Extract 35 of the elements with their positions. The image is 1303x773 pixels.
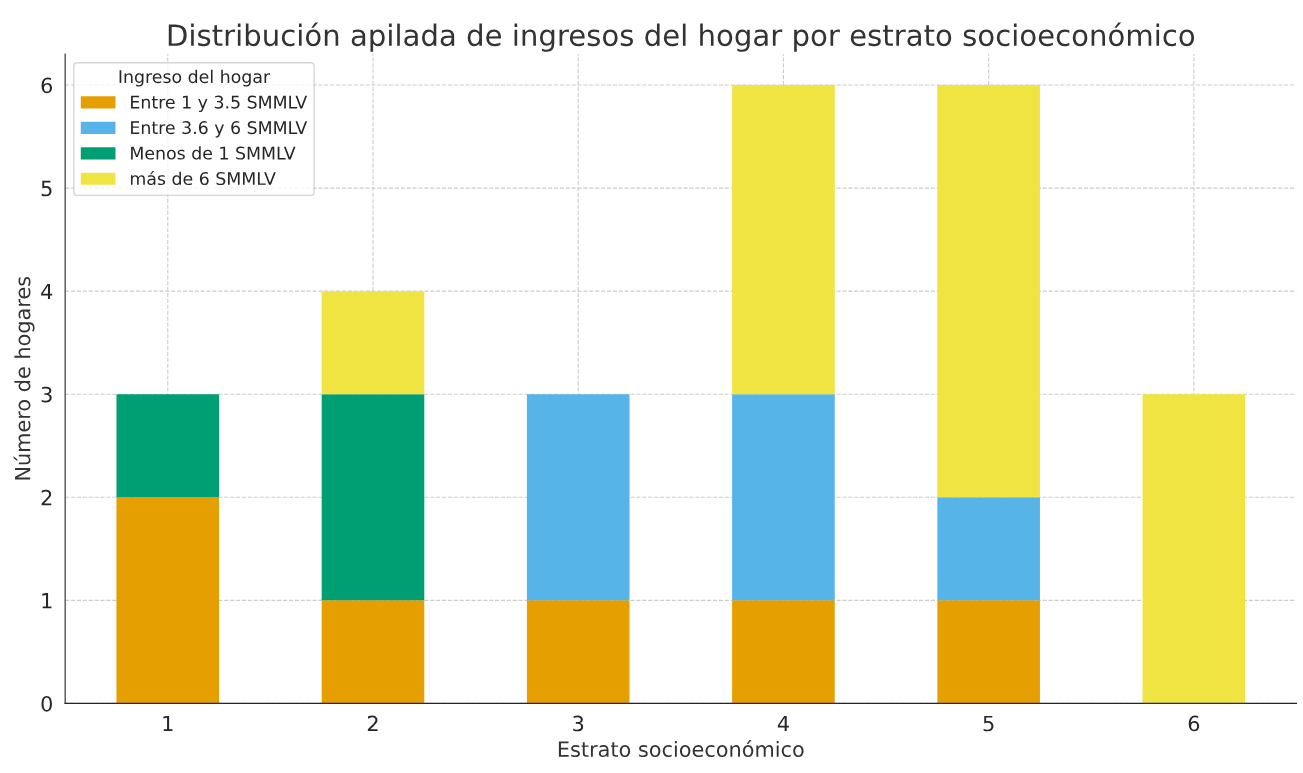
- x-tick-label: 4: [777, 715, 789, 732]
- legend-title: Ingreso del hogar: [119, 69, 271, 87]
- legend-label: Entre 1 y 3.5 SMMLV: [131, 95, 308, 113]
- bar: [732, 600, 835, 704]
- y-tick-label: 6: [41, 77, 53, 94]
- bar: [937, 600, 1040, 704]
- y-tick-label: 1: [42, 593, 52, 609]
- bar: [116, 497, 220, 704]
- x-tick-label: 1: [163, 715, 173, 732]
- x-tick-label: 6: [1188, 715, 1200, 732]
- bar: [937, 497, 1040, 601]
- bar: [526, 394, 630, 601]
- y-tick-label: 0: [41, 695, 52, 712]
- bar: [321, 600, 425, 704]
- y-tick-label: 3: [41, 386, 52, 403]
- bar: [526, 600, 630, 704]
- y-axis-title: Número de hogares: [13, 276, 35, 480]
- legend-label: más de 6 SMMLV: [130, 170, 276, 186]
- y-tick-label: 5: [41, 180, 52, 197]
- y-tick-label: 2: [41, 489, 52, 506]
- bar: [116, 394, 220, 498]
- bar: [1142, 394, 1246, 704]
- bar: [732, 85, 835, 395]
- bar: [321, 291, 425, 395]
- legend-label: Menos de 1 SMMLV: [131, 146, 296, 160]
- x-axis-title: Estrato socioeconómico: [558, 740, 804, 758]
- x-tick-label: 2: [367, 715, 378, 732]
- bar: [937, 85, 1040, 498]
- chart-title: Distribución apilada de ingresos del hogar por estrato socioeconómico: [168, 22, 1195, 52]
- legend-label: Entre 3.6 y 6 SMMLV: [131, 121, 308, 138]
- x-tick-label: 3: [573, 715, 584, 732]
- bar: [732, 394, 835, 601]
- y-tick-label: 4: [41, 283, 53, 300]
- x-tick-label: 5: [983, 715, 994, 732]
- bar: [321, 394, 425, 601]
